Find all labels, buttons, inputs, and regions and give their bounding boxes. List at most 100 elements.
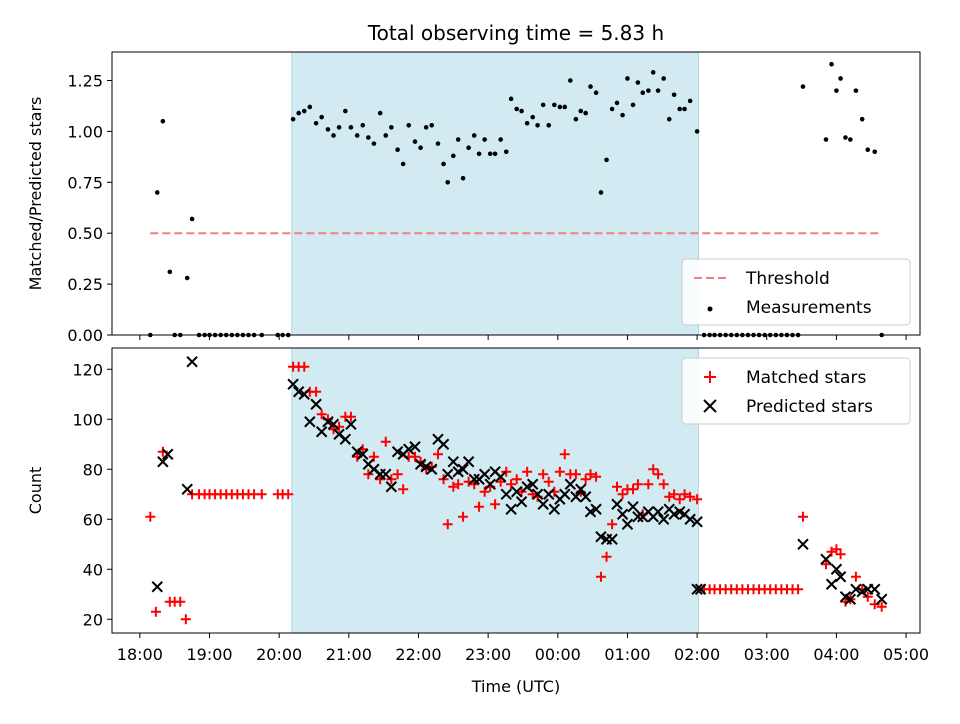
data-point-plus	[386, 474, 397, 485]
x-tick-label: 21:00	[326, 645, 372, 664]
data-point-x	[531, 488, 544, 500]
data-point	[354, 133, 360, 138]
data-point	[395, 147, 400, 153]
data-point	[331, 133, 336, 138]
data-point-x	[484, 478, 496, 490]
data-point	[859, 116, 865, 122]
data-point	[519, 108, 524, 114]
data-point	[389, 125, 394, 130]
data-point	[562, 104, 568, 110]
data-point-plus	[679, 489, 690, 500]
data-point	[609, 106, 615, 112]
data-point-plus	[793, 584, 804, 595]
data-point	[498, 137, 503, 142]
data-point-x	[570, 491, 582, 503]
data-point-x	[315, 426, 328, 438]
data-point-plus	[501, 466, 512, 477]
x-tick-label: 03:00	[744, 645, 790, 664]
data-point	[650, 70, 656, 75]
data-point	[614, 100, 620, 106]
data-point	[336, 125, 342, 130]
data-point-plus	[595, 571, 606, 582]
legend: Matched stars Predicted stars	[681, 357, 911, 425]
data-point	[583, 110, 588, 116]
data-point	[184, 275, 190, 281]
data-point	[412, 139, 418, 144]
data-point	[343, 108, 348, 114]
data-point	[848, 137, 853, 142]
y-axis-label: Matched/Predicted stars	[26, 97, 45, 291]
data-point	[366, 135, 371, 140]
data-point-x	[510, 486, 523, 498]
legend-swatch-dot	[707, 306, 713, 312]
data-point	[471, 133, 477, 138]
data-point-x	[527, 478, 539, 490]
data-point-plus	[283, 489, 294, 500]
data-point-x	[457, 463, 469, 475]
data-point	[640, 90, 646, 96]
data-point	[445, 180, 451, 185]
data-point	[546, 122, 552, 128]
data-point-x	[186, 356, 198, 368]
data-point	[435, 141, 441, 146]
x-tick-label: 22:00	[395, 645, 441, 664]
y-tick-label: 60	[83, 510, 103, 529]
data-point-x	[157, 456, 169, 468]
data-point-x	[611, 498, 623, 510]
data-point-plus	[474, 501, 485, 512]
y-tick-label: 1.00	[67, 122, 103, 141]
data-point-plus	[692, 494, 703, 505]
data-point	[290, 116, 296, 122]
data-point-x	[468, 473, 480, 485]
data-point	[503, 149, 509, 155]
data-point	[377, 110, 383, 116]
data-point-plus	[585, 469, 596, 480]
data-point	[296, 110, 301, 116]
data-point-plus	[850, 571, 861, 582]
x-tick-label: 18:00	[117, 645, 163, 664]
data-point-plus	[554, 466, 565, 477]
data-point-x	[684, 513, 696, 525]
data-point	[593, 90, 599, 96]
data-point	[348, 125, 354, 130]
data-point-x	[869, 583, 881, 595]
data-point-plus	[570, 469, 581, 480]
x-tick-label: 00:00	[535, 645, 581, 664]
data-point	[383, 133, 389, 138]
data-point-x	[590, 503, 602, 515]
data-point	[514, 106, 519, 112]
data-point-x	[632, 511, 644, 523]
data-point	[360, 122, 366, 128]
data-point-x	[357, 448, 369, 460]
x-axis-label: Time (UTC)	[471, 677, 560, 696]
data-point	[451, 153, 456, 159]
data-point	[682, 106, 687, 112]
data-point-plus	[612, 481, 622, 492]
data-point-x	[564, 478, 577, 490]
data-point-plus	[495, 476, 506, 487]
data-point-plus	[543, 476, 554, 487]
axes-frame	[111, 51, 921, 336]
x-tick-label: 01:00	[604, 645, 650, 664]
data-point-plus	[363, 469, 374, 480]
legend-label: Matched stars	[746, 368, 866, 388]
data-point-x	[304, 416, 316, 428]
data-point	[823, 137, 829, 142]
shaded-interval	[291, 51, 699, 336]
data-point-x	[850, 583, 862, 595]
y-tick-label: 80	[83, 460, 103, 479]
data-point-x	[310, 398, 322, 410]
data-point-plus	[432, 449, 443, 460]
x-tick-label: 04:00	[813, 645, 859, 664]
data-point	[630, 102, 636, 108]
data-point	[400, 161, 406, 167]
data-point-x	[151, 581, 163, 593]
legend-box	[681, 258, 911, 326]
legend-label: Threshold	[745, 269, 830, 289]
data-point-plus	[145, 511, 156, 522]
data-point	[865, 147, 871, 153]
data-point-plus	[150, 606, 161, 617]
legend-swatch-x	[703, 399, 717, 413]
data-point	[325, 127, 331, 132]
data-point-x	[691, 516, 703, 528]
